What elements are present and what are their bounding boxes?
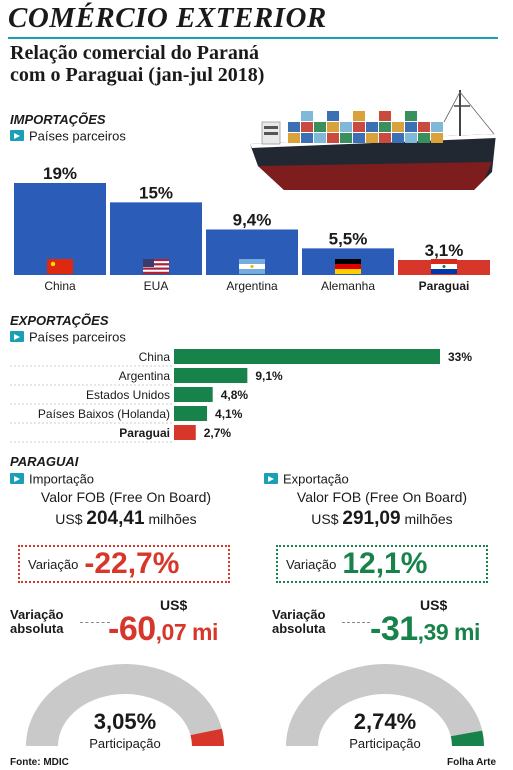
export-bar-value: 33% [448, 350, 472, 364]
import-abs-int: -60 [108, 610, 156, 648]
import-fob-title: Valor FOB (Free On Board) [40, 489, 212, 505]
import-abs-dec: ,07 mi [155, 619, 219, 645]
export-bar-category: Argentina [119, 369, 171, 383]
export-bar [174, 425, 196, 440]
page-subtitle: Relação comercial do Paraná com o Paragu… [10, 42, 390, 86]
export-fob-value: US$ 291,09 milhões [262, 508, 502, 530]
flag-china-icon [47, 259, 73, 274]
import-fob-number: 204,41 [86, 508, 145, 529]
import-bar-value: 5,5% [329, 229, 368, 248]
export-bar-category: Paraguai [119, 426, 170, 440]
subtitle-line-2: com o Paraguai (jan-jul 2018) [10, 64, 265, 86]
imports-legend-label: Países parceiros [29, 128, 126, 144]
export-fob-number: 291,09 [342, 508, 401, 529]
import-participation-gauge [26, 664, 224, 746]
paraguai-export-legend: Exportação [264, 470, 349, 488]
import-bar-category: China [44, 279, 76, 293]
import-bar-category: EUA [144, 279, 169, 293]
paraguai-export-legend-label: Exportação [283, 471, 349, 487]
imports-legend: Países parceiros [10, 127, 126, 145]
play-icon [10, 331, 24, 343]
import-bar-value: 9,4% [233, 210, 272, 229]
exports-section-title: EXPORTAÇÕES [10, 313, 109, 328]
import-bar-category: Argentina [226, 279, 278, 293]
export-abs-dec: ,39 mi [417, 619, 481, 645]
import-abs-leader [80, 622, 110, 623]
import-abs-currency: US$ [160, 597, 188, 613]
exports-legend-label: Países parceiros [29, 329, 126, 345]
subtitle-line-1: Relação comercial do Paraná [10, 42, 260, 64]
import-fob: Valor FOB (Free On Board) US$ 204,41 mil… [6, 489, 246, 530]
export-participation-gauge [286, 664, 484, 746]
source-note: Fonte: MDIC [10, 757, 69, 768]
export-bar-category: Estados Unidos [86, 388, 170, 402]
play-icon [10, 473, 24, 485]
import-participation-value: 3,05% [93, 709, 157, 734]
export-abs-currency: US$ [420, 597, 448, 613]
ship-icon [250, 90, 496, 190]
import-participation-label: Participação [89, 736, 161, 751]
export-bar [174, 406, 208, 421]
export-bar-category: Países Baixos (Holanda) [38, 407, 170, 421]
import-fob-value: US$ 204,41 milhões [6, 508, 246, 530]
import-fob-unit: milhões [148, 511, 197, 527]
import-bar-category: Alemanha [321, 279, 375, 293]
export-variation-box: Variação 12,1% [276, 545, 488, 583]
export-variation-value: 12,1% [342, 547, 428, 580]
export-abs-label-2: absoluta [272, 621, 326, 636]
export-fob-title: Valor FOB (Free On Board) [296, 489, 468, 505]
page-title: COMÉRCIO EXTERIOR [8, 2, 327, 34]
import-fob-currency: US$ [55, 511, 83, 527]
export-abs-value: -31,39 mi [370, 610, 480, 649]
import-bar-value: 3,1% [425, 241, 464, 260]
paraguai-import-legend: Importação [10, 470, 94, 488]
flag-argentina-icon [239, 259, 265, 274]
export-abs-leader [342, 622, 370, 623]
exports-legend: Países parceiros [10, 328, 126, 346]
export-bar [174, 349, 440, 364]
import-abs-value: -60,07 mi [108, 610, 218, 649]
flag-usa-icon [143, 259, 169, 274]
export-gauge-fill [450, 730, 484, 746]
exports-bar-chart: China 33% Argentina 9,1% Estados Unidos 4,8% P… [10, 349, 472, 443]
export-fob-unit: milhões [404, 511, 453, 527]
import-variation-box: Variação -22,7% [18, 545, 230, 583]
import-abs-label-2: absoluta [10, 621, 64, 636]
export-abs-int: -31 [370, 610, 418, 648]
import-abs-label-1: Variação [10, 607, 64, 622]
export-fob: Valor FOB (Free On Board) US$ 291,09 mil… [262, 489, 502, 530]
imports-bar-chart: 19% China 15% EUA 9,4% Argentina 5,5% Alemanha 3… [14, 164, 490, 293]
imports-section-title: IMPORTAÇÕES [10, 112, 106, 127]
credit-note: Folha Arte [447, 757, 497, 768]
export-bar [174, 387, 213, 402]
export-participation-label: Participação [349, 736, 421, 751]
export-variation-label: Variação [286, 556, 337, 572]
paraguai-section-title: PARAGUAI [10, 454, 79, 469]
import-bar-category: Paraguai [419, 279, 470, 293]
flag-germany-icon [335, 259, 361, 274]
export-bar-value: 9,1% [255, 369, 283, 383]
export-participation-value: 2,74% [353, 709, 417, 734]
export-bar-category: China [139, 350, 171, 364]
export-bar [174, 368, 248, 383]
title-rule [8, 37, 498, 39]
import-bar-value: 15% [139, 183, 173, 202]
import-variation-value: -22,7% [84, 547, 180, 580]
import-bar-value: 19% [43, 164, 77, 183]
import-variation-label: Variação [28, 556, 79, 572]
flag-paraguay-icon [431, 259, 457, 274]
export-abs-label-1: Variação [272, 607, 326, 622]
paraguai-import-legend-label: Importação [29, 471, 95, 487]
export-fob-currency: US$ [311, 511, 339, 527]
import-gauge-fill [190, 728, 224, 746]
export-abs-label: Variação absoluta [272, 608, 326, 636]
export-bar-value: 2,7% [204, 426, 232, 440]
export-bar-value: 4,8% [221, 388, 249, 402]
import-abs-label: Variação absoluta [10, 608, 64, 636]
play-icon [264, 473, 278, 485]
play-icon [10, 130, 24, 142]
export-bar-value: 4,1% [215, 407, 243, 421]
